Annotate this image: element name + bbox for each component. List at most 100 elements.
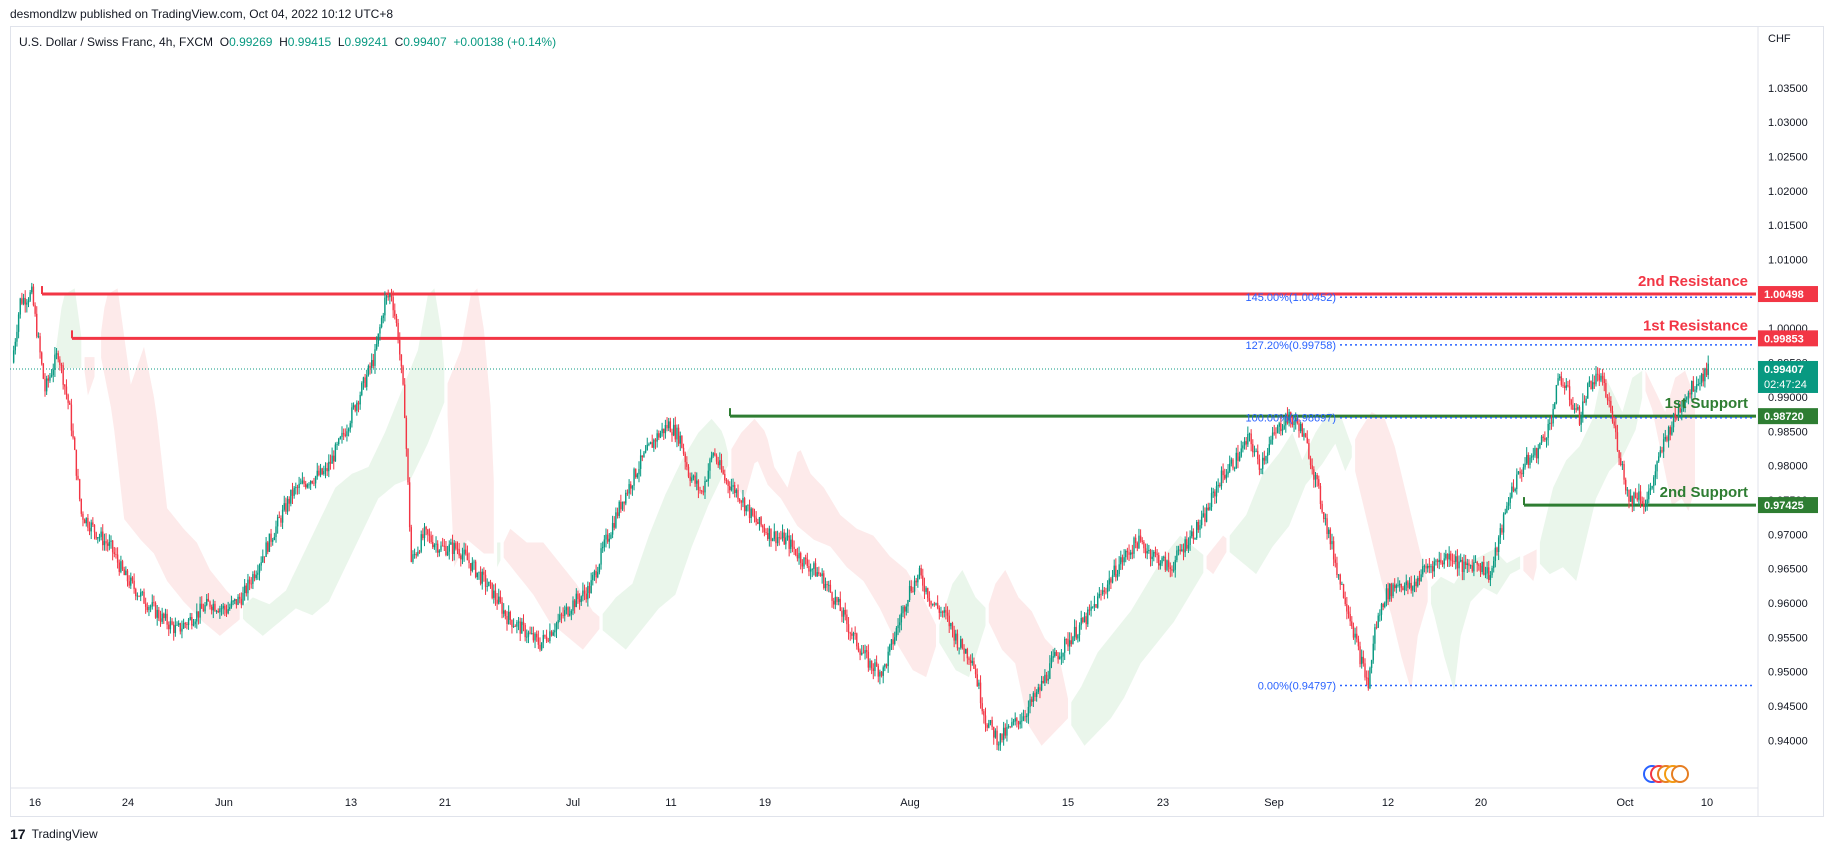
candle-body [842, 609, 845, 617]
candle-body [507, 611, 510, 625]
candle-body [905, 606, 907, 612]
candle-body [828, 584, 830, 586]
candle-body [1704, 368, 1706, 382]
candle-body [107, 543, 109, 546]
candle-body [1707, 363, 1709, 375]
candle-body [1054, 652, 1056, 657]
candle-body [1488, 567, 1490, 581]
candle-body [804, 557, 807, 560]
x-tick-label: 23 [1157, 797, 1169, 809]
candle-body [1405, 581, 1407, 586]
candle-body [166, 613, 168, 625]
candle-body [466, 553, 469, 561]
candle-body [1516, 474, 1518, 490]
candle-body [232, 600, 234, 602]
candle-body [880, 671, 883, 676]
candle-body [361, 383, 363, 395]
candle-body [369, 365, 371, 368]
candle-body [600, 548, 602, 565]
candle-body [1123, 557, 1125, 563]
candle-body [1342, 584, 1345, 598]
low-value: 0.99241 [344, 35, 388, 49]
candle-body [1389, 583, 1391, 600]
candle-body [1443, 558, 1445, 565]
candle-body [1093, 604, 1096, 607]
candle-body [212, 603, 214, 611]
candle-body [506, 615, 508, 625]
candle-body [1113, 565, 1115, 576]
candle-body [384, 297, 386, 316]
candle-body [531, 633, 533, 634]
candle-body [1273, 432, 1275, 434]
candle-body [570, 610, 573, 614]
candle-body [953, 629, 955, 641]
candle-body [1616, 432, 1619, 451]
level-name: 1st Resistance [1643, 317, 1748, 334]
candle-body [1222, 470, 1224, 476]
candle-body [1001, 733, 1003, 741]
candle-body [539, 644, 541, 650]
cloud-band [1539, 370, 1643, 581]
candle-body [671, 432, 673, 436]
candle-body [663, 428, 665, 434]
candle-body [900, 613, 903, 623]
candle-body [65, 386, 68, 395]
candle-body [1590, 380, 1592, 389]
candle-body [169, 621, 172, 630]
candle-body [750, 508, 752, 519]
candle-body [516, 622, 518, 627]
candle-body [984, 715, 987, 725]
candle-body [258, 565, 261, 573]
candle-body [780, 537, 782, 539]
candle-body [1638, 491, 1640, 500]
x-tick-label: 10 [1701, 797, 1713, 809]
candle-body [567, 607, 569, 616]
candle-body [1167, 560, 1170, 568]
candle-body [1049, 663, 1051, 679]
candle-body [1436, 560, 1439, 563]
candle-body [956, 633, 959, 649]
candle-body [1639, 491, 1642, 502]
candle-body [397, 322, 399, 341]
candle-body [973, 661, 975, 669]
candle-body [851, 633, 853, 636]
candle-body [1428, 565, 1431, 568]
candle-body [1032, 693, 1035, 702]
candle-body [595, 571, 597, 578]
candle-body [1471, 565, 1473, 572]
candle-body [234, 599, 236, 601]
candle-body [1440, 559, 1442, 563]
candle-body [1268, 444, 1270, 453]
fib-label: 145.00%(1.00452) [1245, 292, 1336, 304]
candle-body [1555, 385, 1558, 404]
candle-body [156, 609, 158, 618]
candle-body [1151, 556, 1153, 559]
candle-body [78, 479, 81, 500]
candle-body [1034, 693, 1036, 698]
candle-body [636, 474, 639, 478]
candle-body [689, 476, 691, 481]
candle-body [529, 632, 531, 634]
candle-body [552, 632, 554, 636]
cloud-band [1523, 549, 1537, 581]
candle-body [729, 486, 731, 491]
candle-body [42, 363, 45, 379]
footer[interactable]: 17 TradingView [10, 826, 98, 842]
candle-body [852, 633, 855, 636]
candle-body [1121, 557, 1124, 563]
candle-body [463, 549, 465, 555]
candle-body [833, 600, 835, 605]
x-tick-label: 12 [1382, 797, 1394, 809]
candle-body [1502, 514, 1505, 533]
candle-body [316, 470, 318, 477]
candle-body [1448, 553, 1450, 560]
candle-body [542, 635, 544, 643]
candle-body [913, 580, 916, 592]
candle-body [417, 551, 419, 556]
candle-body [908, 586, 911, 600]
candle-body [1504, 512, 1506, 515]
candle-body [1636, 498, 1638, 500]
candle-body [1372, 643, 1374, 661]
candle-body [674, 424, 676, 440]
